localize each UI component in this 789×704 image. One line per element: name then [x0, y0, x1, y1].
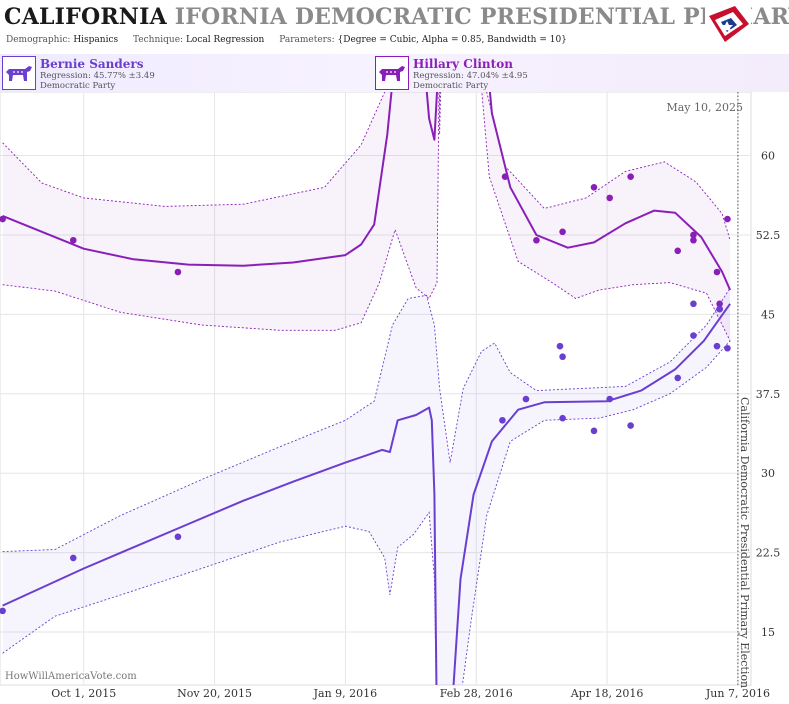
poll-chart: May 10, 2025 California Democratic Presi… [0, 92, 781, 700]
election-label: California Democratic Presidential Prima… [738, 397, 751, 688]
trend-line [2, 92, 732, 291]
poll-point [690, 231, 697, 239]
x-tick-label: Apr 18, 2016 [570, 687, 644, 700]
poll-point [0, 215, 6, 223]
confidence-band [2, 287, 731, 685]
x-tick-label: Nov 20, 2015 [177, 687, 252, 700]
poll-point [556, 342, 564, 350]
watermark: HowWillAmericaVote.com [5, 671, 137, 682]
series-layer [0, 92, 732, 685]
y-tick-label: 15 [761, 626, 775, 639]
candidate-regression: Regression: 45.77% ±3.49 [40, 71, 155, 81]
poll-point [713, 342, 721, 350]
parameters-value: {Degree = Cubic, Alpha = 0.85, Bandwidth… [337, 35, 567, 45]
poll-point [559, 228, 566, 236]
y-axis: 15 22.5 30 37.5 45 52.5 60 [756, 150, 781, 640]
candidate-legend: Bernie Sanders Regression: 45.77% ±3.49 … [0, 54, 789, 92]
demographic-label: Demographic: [6, 35, 71, 45]
poll-point [627, 422, 634, 429]
x-tick-label: Jan 9, 2016 [313, 687, 378, 700]
poll-point [606, 194, 613, 202]
poll-point [590, 427, 598, 435]
poll-point [174, 268, 182, 276]
x-tick-label: Jun 7, 2016 [705, 687, 770, 700]
technique-value: Local Regression [185, 35, 265, 45]
title-ghost: IFORNIA DEMOCRATIC PRESIDENTIAL PRIMARY … [174, 4, 789, 30]
candidate-name: Bernie Sanders [40, 57, 144, 71]
poll-point [174, 533, 182, 541]
y-tick-label: 37.5 [756, 388, 781, 401]
poll-point [533, 236, 540, 244]
poll-point [559, 353, 566, 361]
poll-point [627, 173, 634, 181]
poll-point [690, 332, 697, 339]
poll-point [501, 173, 509, 181]
poll-point [674, 247, 682, 255]
donkey-icon [375, 56, 409, 90]
x-tick-label: Feb 28, 2016 [440, 687, 513, 700]
poll-point [690, 236, 697, 244]
us-flag-star-icon [705, 2, 751, 48]
y-tick-label: 52.5 [756, 229, 781, 242]
parameters-label: Parameters: [279, 35, 335, 45]
poll-point [713, 268, 721, 276]
donkey-icon [2, 56, 36, 90]
band-lower-line [2, 340, 731, 685]
poll-point [559, 414, 566, 422]
trend-line [2, 303, 731, 685]
as-of-date: May 10, 2025 [666, 101, 743, 114]
grid [0, 92, 751, 685]
candidate-party: Democratic Party [413, 81, 489, 91]
poll-point [724, 215, 731, 223]
y-tick-label: 22.5 [756, 547, 781, 560]
poll-point [716, 305, 723, 313]
poll-point [606, 395, 613, 403]
demographic-value: Hispanics [73, 35, 119, 45]
candidate-regression: Regression: 47.04% ±4.95 [413, 71, 528, 81]
plot-area [0, 92, 752, 686]
x-tick-label: Oct 1, 2015 [51, 687, 116, 700]
poll-point [69, 236, 77, 244]
title-state: CALIFORNIA [4, 4, 167, 30]
poll-point [590, 184, 598, 191]
poll-point [522, 395, 530, 403]
parameter-line: Demographic: Hispanics Technique: Local … [6, 35, 567, 45]
candidate-party: Democratic Party [40, 81, 116, 91]
poll-point [724, 344, 731, 352]
x-axis: Oct 1, 2015 Nov 20, 2015 Jan 9, 2016 Feb 28… [51, 687, 770, 700]
chart-title: CALIFORNIA IFORNIA DEMOCRATIC PRESIDENTI… [4, 4, 789, 30]
confidence-band [2, 92, 731, 341]
chart-header: CALIFORNIA IFORNIA DEMOCRATIC PRESIDENTI… [0, 0, 789, 52]
band-lower-line [2, 92, 731, 341]
y-tick-label: 60 [761, 150, 775, 163]
technique-label: Technique: [133, 35, 184, 45]
poll-point [69, 554, 77, 562]
band-upper-line [2, 92, 731, 241]
candidate-name: Hillary Clinton [413, 57, 513, 71]
poll-point [499, 416, 506, 424]
y-tick-label: 30 [761, 467, 775, 480]
y-tick-label: 45 [761, 308, 775, 321]
poll-point [0, 607, 6, 615]
poll-point [674, 374, 682, 382]
poll-point [690, 300, 697, 308]
